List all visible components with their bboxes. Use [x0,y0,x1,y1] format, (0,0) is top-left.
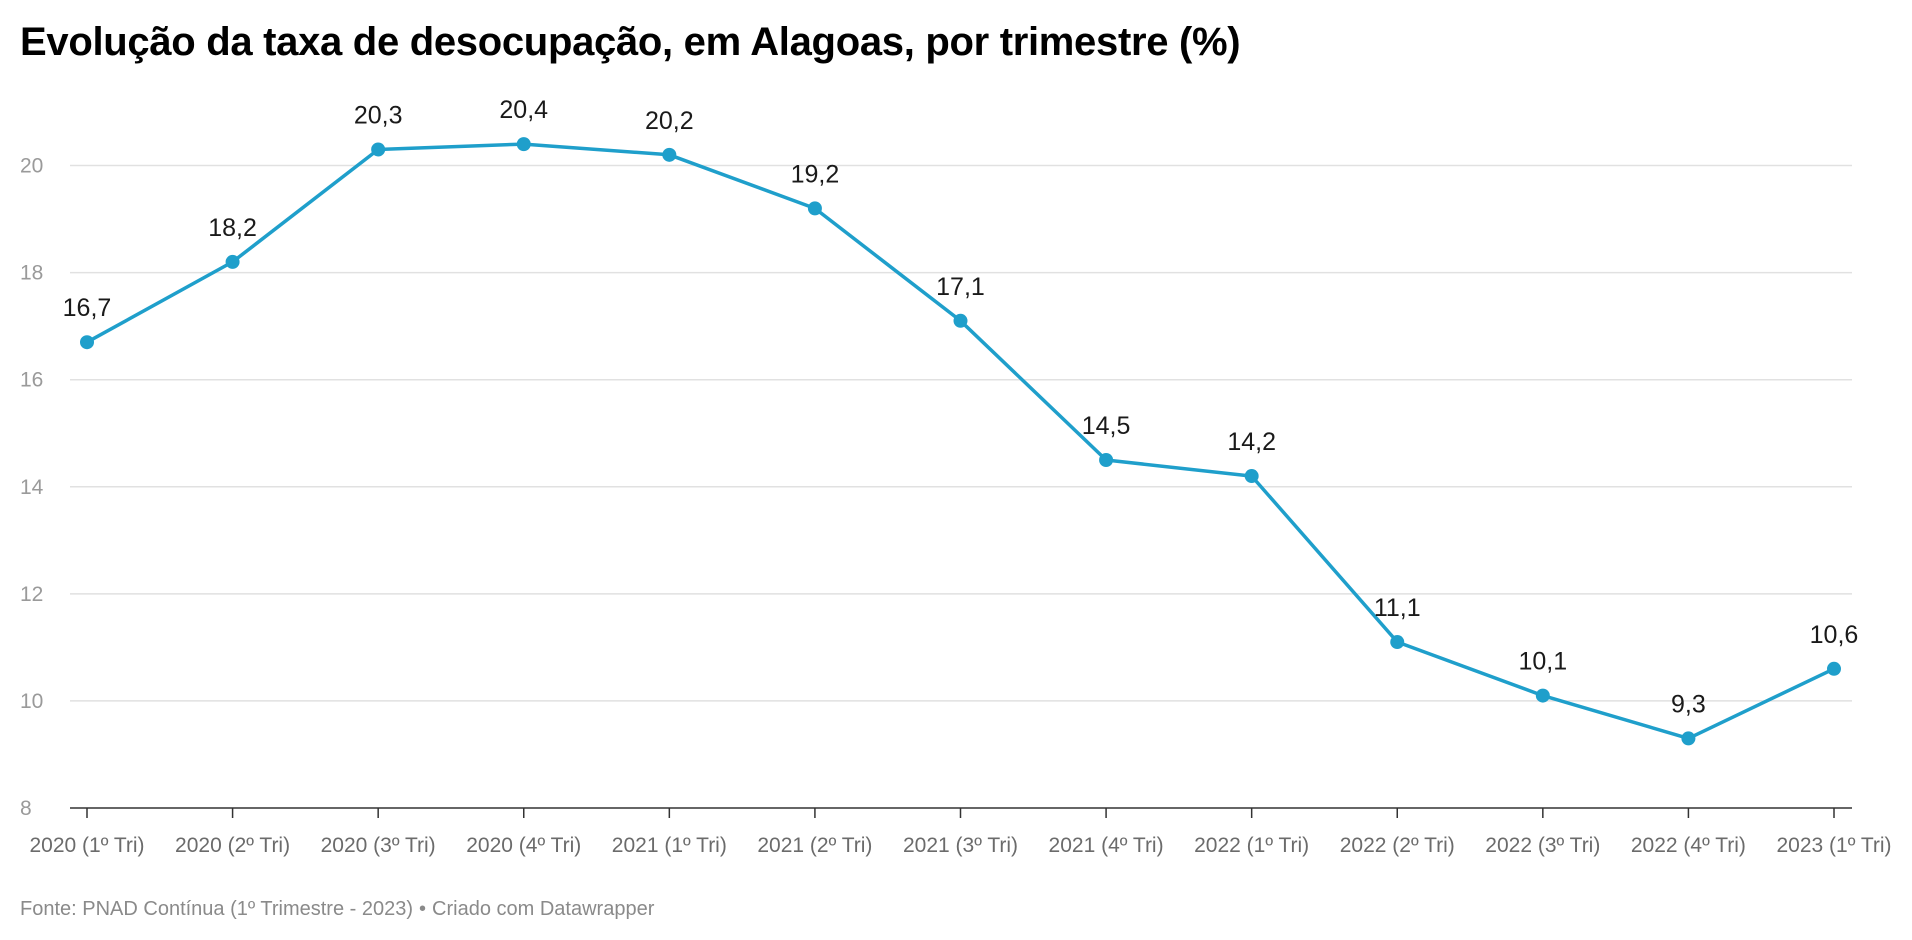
series-line [85,142,1836,741]
x-tick-label: 2022 (4º Tri) [1631,834,1746,857]
data-label: 14,2 [1227,428,1276,456]
x-tick-label: 2020 (4º Tri) [466,834,581,857]
x-tick-label: 2021 (2º Tri) [757,834,872,857]
footer-separator: • [419,898,427,920]
x-tick-label: 2022 (1º Tri) [1194,834,1309,857]
data-point [807,201,822,216]
x-axis: 2020 (1º Tri) 2020 (2º Tri) 2020 (3º Tri) 2… [29,807,1892,857]
line-chart: 8 10 12 14 16 18 20 2020 (1º Tri) 2020 (2º Tri)… [20,96,1892,857]
series-line-layer [85,142,1836,741]
y-tick-label: 14 [20,476,44,499]
data-point [80,335,94,350]
x-tick-label: 2022 (3º Tri) [1485,834,1600,857]
data-labels: 16,7 18,2 20,3 20,4 20,2 19,2 17,1 14,5 14,2 11,1… [63,96,1859,718]
data-label: 10,6 [1810,621,1859,649]
x-tick-label: 2021 (3º Tri) [903,834,1018,857]
x-tick-label: 2020 (3º Tri) [321,834,436,857]
y-axis-tick-labels: 8 10 12 14 16 18 20 [20,155,44,820]
data-point [1681,731,1696,746]
data-label: 11,1 [1374,594,1421,622]
y-tick-label: 10 [20,690,43,713]
data-point [662,147,677,162]
data-label: 20,3 [354,101,403,129]
data-point [516,137,531,152]
data-point [1535,688,1550,703]
data-label: 17,1 [936,273,985,301]
data-label: 18,2 [208,214,257,242]
x-tick-label: 2020 (2º Tri) [175,834,290,857]
y-tick-label: 8 [20,797,32,820]
data-label: 16,7 [63,294,112,322]
chart-title: Evolução da taxa de desocupação, em Alag… [20,20,1241,64]
data-point [225,254,240,269]
gridlines [70,164,1852,702]
data-point [1244,469,1259,484]
x-tick-label: 2023 (1º Tri) [1776,834,1891,857]
x-tick-label: 2020 (1º Tri) [29,834,144,857]
footer: Fonte: PNAD Contínua (1º Trimestre - 202… [20,898,654,921]
data-label: 10,1 [1518,648,1567,676]
x-tick-label: 2021 (1º Tri) [612,834,727,857]
data-label: 14,5 [1082,412,1131,440]
y-tick-label: 16 [20,369,43,392]
data-point [953,313,968,328]
data-label: 20,2 [645,107,694,135]
y-tick-label: 18 [20,262,43,285]
data-label: 19,2 [791,160,840,188]
data-label: 20,4 [499,96,548,124]
x-tick-label: 2021 (4º Tri) [1049,834,1164,857]
data-points [80,137,1841,746]
credit-note: Criado com Datawrapper [432,898,655,920]
data-point [1827,661,1841,676]
source-note: Fonte: PNAD Contínua (1º Trimestre - 202… [20,898,414,920]
data-label: 9,3 [1671,690,1706,718]
x-tick-label: 2022 (2º Tri) [1340,834,1455,857]
data-point [371,142,386,157]
data-point [1099,453,1114,467]
y-tick-label: 20 [20,155,43,178]
data-point [1390,635,1405,650]
y-tick-label: 12 [20,583,43,606]
